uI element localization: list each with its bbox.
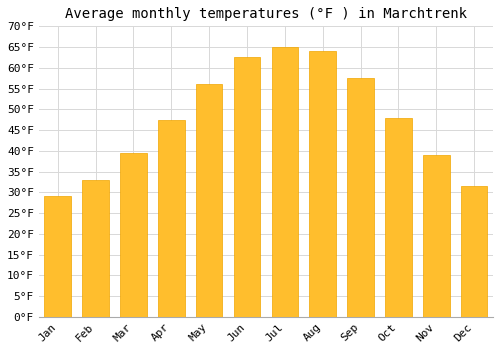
Bar — [423, 155, 450, 317]
Bar — [196, 84, 222, 317]
Bar — [82, 180, 109, 317]
Bar — [272, 47, 298, 317]
Bar — [461, 186, 487, 317]
Bar — [234, 57, 260, 317]
Bar — [385, 118, 411, 317]
Bar — [120, 153, 146, 317]
Bar — [158, 120, 184, 317]
Title: Average monthly temperatures (°F ) in Marchtrenk: Average monthly temperatures (°F ) in Ma… — [65, 7, 467, 21]
Bar — [348, 78, 374, 317]
Bar — [44, 196, 71, 317]
Bar — [310, 51, 336, 317]
